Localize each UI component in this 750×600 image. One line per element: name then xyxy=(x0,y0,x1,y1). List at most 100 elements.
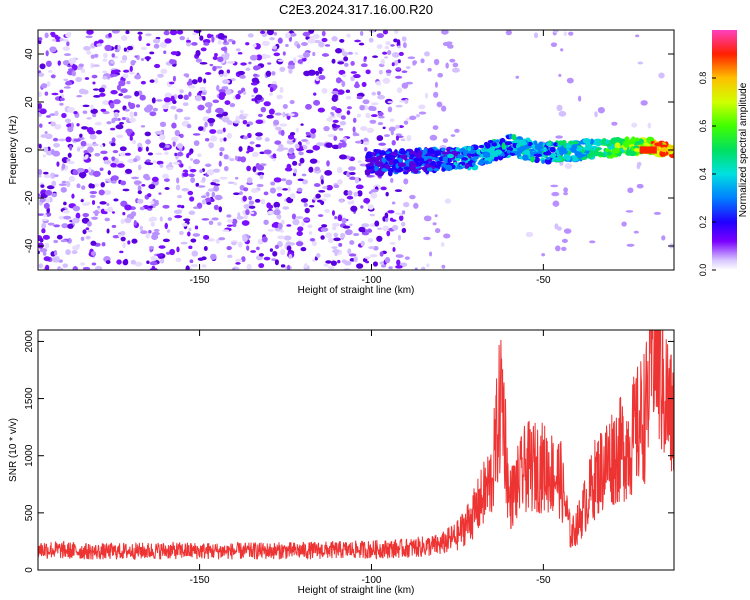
heatmap-noise-cell xyxy=(242,234,247,239)
heatmap-noise-cell xyxy=(406,134,412,142)
heatmap-cells xyxy=(38,30,674,270)
heatmap-noise-cell xyxy=(256,54,263,61)
heatmap-noise-cell xyxy=(301,179,309,185)
heatmap-noise-cell xyxy=(627,187,634,194)
heatmap-noise-cell xyxy=(312,51,316,57)
heatmap-noise-cell xyxy=(222,79,231,85)
heatmap-noise-cell xyxy=(282,103,288,109)
heatmap-noise-cell xyxy=(249,54,258,61)
heatmap-noise-cell xyxy=(563,31,568,37)
heatmap-noise-cell xyxy=(194,95,203,102)
heatmap-noise-cell xyxy=(85,35,93,39)
heatmap-noise-cell xyxy=(149,79,155,83)
heatmap-noise-cell xyxy=(181,222,188,227)
heatmap-noise-cell xyxy=(56,161,60,167)
heatmap-noise-cell xyxy=(362,99,370,105)
heatmap-noise-cell xyxy=(437,72,444,78)
heatmap-noise-cell xyxy=(145,104,154,111)
heatmap-noise-cell xyxy=(269,248,274,252)
heatmap-noise-cell xyxy=(182,102,189,107)
heatmap-noise-cell xyxy=(58,138,66,142)
heatmap-noise-cell xyxy=(183,116,191,121)
heatmap-noise-cell xyxy=(334,215,338,220)
heatmap-signal-cell xyxy=(478,144,485,149)
heatmap-noise-cell xyxy=(395,135,400,141)
heatmap-noise-cell xyxy=(366,228,373,233)
heatmap-noise-cell xyxy=(152,160,157,164)
heatmap-noise-cell xyxy=(161,104,170,110)
heatmap-signal-cell xyxy=(373,148,378,153)
heatmap-noise-cell xyxy=(303,263,308,269)
heatmap-noise-cell xyxy=(140,80,146,85)
heatmap-noise-cell xyxy=(185,265,190,270)
heatmap-noise-cell xyxy=(91,262,97,266)
heatmap-signal-cell xyxy=(527,145,532,149)
heatmap-noise-cell xyxy=(53,224,61,228)
heatmap-noise-cell xyxy=(225,88,232,95)
heatmap-noise-cell xyxy=(283,235,292,241)
heatmap-noise-cell xyxy=(301,221,305,227)
heatmap-noise-cell xyxy=(39,63,46,70)
heatmap-noise-cell xyxy=(43,171,49,175)
heatmap-noise-cell xyxy=(175,184,181,191)
snr-ticks: -150 -100 -50 0 500 1000 1500 2000 xyxy=(24,330,674,586)
heatmap-noise-cell xyxy=(40,134,49,138)
heatmap-noise-cell xyxy=(217,40,222,45)
heatmap-signal-cell xyxy=(504,141,513,146)
heatmap-noise-cell xyxy=(146,43,151,46)
heatmap-noise-cell xyxy=(206,191,210,197)
heatmap-noise-cell xyxy=(92,143,99,147)
heatmap-noise-cell xyxy=(374,220,380,227)
heatmap-noise-cell xyxy=(287,154,296,160)
heatmap-noise-cell xyxy=(140,58,145,61)
heatmap-noise-cell xyxy=(346,195,354,200)
heatmap-signal-cell xyxy=(543,151,552,156)
heatmap-noise-cell xyxy=(223,37,227,44)
heatmap-noise-cell xyxy=(286,224,292,227)
heatmap-noise-cell xyxy=(347,190,353,196)
heatmap-noise-cell xyxy=(298,151,304,156)
heatmap-noise-cell xyxy=(227,181,235,184)
heatmap-noise-cell xyxy=(384,56,389,59)
heatmap-noise-cell xyxy=(94,121,102,126)
heatmap-noise-cell xyxy=(309,238,316,242)
heatmap-noise-cell xyxy=(211,179,220,183)
heatmap-noise-cell xyxy=(219,137,224,143)
heatmap-signal-cell xyxy=(471,157,476,161)
heatmap-noise-cell xyxy=(40,83,48,89)
heatmap-noise-cell xyxy=(176,246,180,253)
heatmap-noise-cell xyxy=(396,39,401,46)
heatmap-noise-cell xyxy=(356,263,364,269)
heatmap-noise-cell xyxy=(233,120,241,124)
heatmap-noise-cell xyxy=(53,142,61,148)
heatmap-noise-cell xyxy=(86,50,92,55)
heatmap-noise-cell xyxy=(197,185,206,188)
heatmap-noise-cell xyxy=(286,264,291,270)
heatmap-noise-cell xyxy=(317,107,325,113)
heatmap-noise-cell xyxy=(237,241,243,248)
heatmap-noise-cell xyxy=(354,177,360,184)
heatmap-noise-cell xyxy=(611,121,618,126)
heatmap-noise-cell xyxy=(103,159,112,165)
heatmap-noise-cell xyxy=(303,70,311,77)
spec-y-tick-label-1: -20 xyxy=(24,190,35,205)
heatmap-noise-cell xyxy=(101,100,110,105)
heatmap-signal-cell xyxy=(427,158,433,162)
heatmap-noise-cell xyxy=(307,37,316,44)
heatmap-noise-cell xyxy=(424,92,428,99)
heatmap-noise-cell xyxy=(197,257,205,261)
heatmap-noise-cell xyxy=(267,229,275,232)
heatmap-noise-cell xyxy=(148,205,153,209)
heatmap-noise-cell xyxy=(226,219,233,223)
heatmap-noise-cell xyxy=(99,92,106,97)
heatmap-noise-cell xyxy=(352,117,357,123)
heatmap-noise-cell xyxy=(260,198,266,205)
heatmap-noise-cell xyxy=(313,92,317,96)
heatmap-noise-cell xyxy=(192,159,200,165)
heatmap-noise-cell xyxy=(221,111,229,117)
heatmap-noise-cell xyxy=(420,266,426,270)
heatmap-noise-cell xyxy=(191,250,199,257)
heatmap-noise-cell xyxy=(70,122,74,129)
heatmap-noise-cell xyxy=(331,210,335,216)
heatmap-signal-cell xyxy=(511,133,517,141)
